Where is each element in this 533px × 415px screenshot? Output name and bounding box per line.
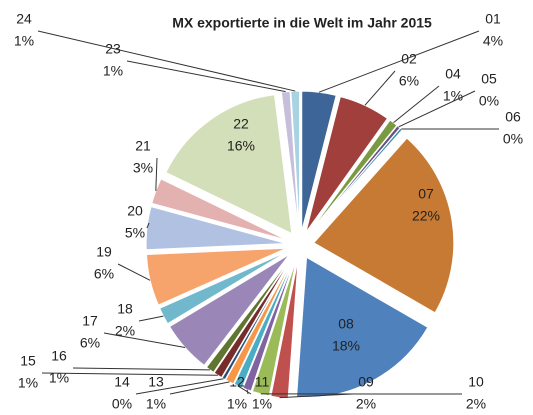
leader-line (146, 222, 150, 229)
pie-slice (151, 178, 288, 241)
slice-label: 1% (443, 88, 463, 104)
leader-line (138, 315, 164, 322)
slice-label: 1% (146, 396, 166, 412)
leader-line (117, 263, 151, 281)
leader-line (393, 85, 440, 124)
slice-label: 18% (332, 338, 360, 354)
leader-line (72, 367, 210, 371)
pie-slice (233, 257, 295, 389)
slice-category: 07 (418, 186, 434, 202)
slice-category: 16 (51, 348, 67, 364)
pie-slice (251, 258, 297, 397)
slice-category: 22 (233, 116, 249, 132)
slice-category: 17 (82, 313, 98, 329)
chart-title: MX exportierte in die Welt im Jahr 2015 (172, 15, 432, 31)
pie-slice (313, 137, 455, 314)
slice-category: 15 (20, 353, 36, 369)
slice-category: 08 (338, 316, 354, 332)
slice-category: 18 (117, 301, 133, 317)
slice-category: 01 (485, 11, 501, 27)
slice-label: 1% (103, 63, 123, 79)
pie-slice (280, 90, 300, 232)
slice-label: 1% (49, 370, 69, 386)
pie-slice (296, 256, 429, 398)
slice-label: 2% (466, 396, 486, 412)
pie-slice (224, 257, 295, 385)
slice-label: 2% (115, 323, 135, 339)
slice-label: 1% (14, 33, 34, 49)
leader-line (398, 90, 476, 128)
slice-category: 09 (358, 374, 374, 390)
slice-category: 24 (16, 11, 32, 27)
slice-category: 06 (505, 109, 521, 125)
slice-label: 16% (227, 138, 255, 154)
leader-line (279, 393, 353, 399)
slice-category: 10 (468, 374, 484, 390)
leader-line (126, 60, 286, 93)
leader-line (364, 70, 396, 106)
pie-slice (221, 256, 294, 381)
slice-category: 19 (96, 244, 112, 260)
slice-category: 13 (148, 374, 164, 390)
leader-line (155, 157, 158, 191)
leader-line (318, 30, 480, 93)
pie-slice (301, 90, 337, 232)
slice-category: 05 (481, 71, 497, 87)
slice-category: 14 (114, 374, 130, 390)
slice-category: 02 (401, 51, 417, 67)
slice-label: 22% (412, 208, 440, 224)
leader-line (37, 30, 296, 92)
pie-slice (145, 247, 287, 306)
slice-label: 0% (479, 93, 499, 109)
leader-line (103, 332, 186, 349)
slice-category: 11 (255, 374, 270, 390)
leader-line (41, 372, 218, 376)
slice-label: 6% (399, 73, 419, 89)
slice-label: 3% (133, 160, 153, 176)
slice-label: 0% (112, 396, 132, 412)
leader-line (135, 378, 224, 395)
slice-label: 6% (94, 266, 114, 282)
slice-label: 0% (503, 131, 523, 147)
slice-label: 5% (125, 225, 145, 241)
pie-slice (165, 94, 293, 235)
slice-category: 04 (445, 66, 461, 82)
slice-label: 2% (356, 396, 376, 412)
slice-label: 4% (483, 33, 503, 49)
pie-slice (290, 90, 301, 232)
leader-line (237, 385, 252, 395)
slice-label: 1% (227, 396, 247, 412)
slice-label: 1% (18, 375, 38, 391)
slice-category: 20 (127, 203, 143, 219)
slice-label: 1% (252, 396, 272, 412)
slice-label: 6% (80, 335, 100, 351)
leader-line (169, 381, 230, 395)
slice-category: 21 (135, 138, 151, 154)
pie-slice (305, 95, 389, 233)
